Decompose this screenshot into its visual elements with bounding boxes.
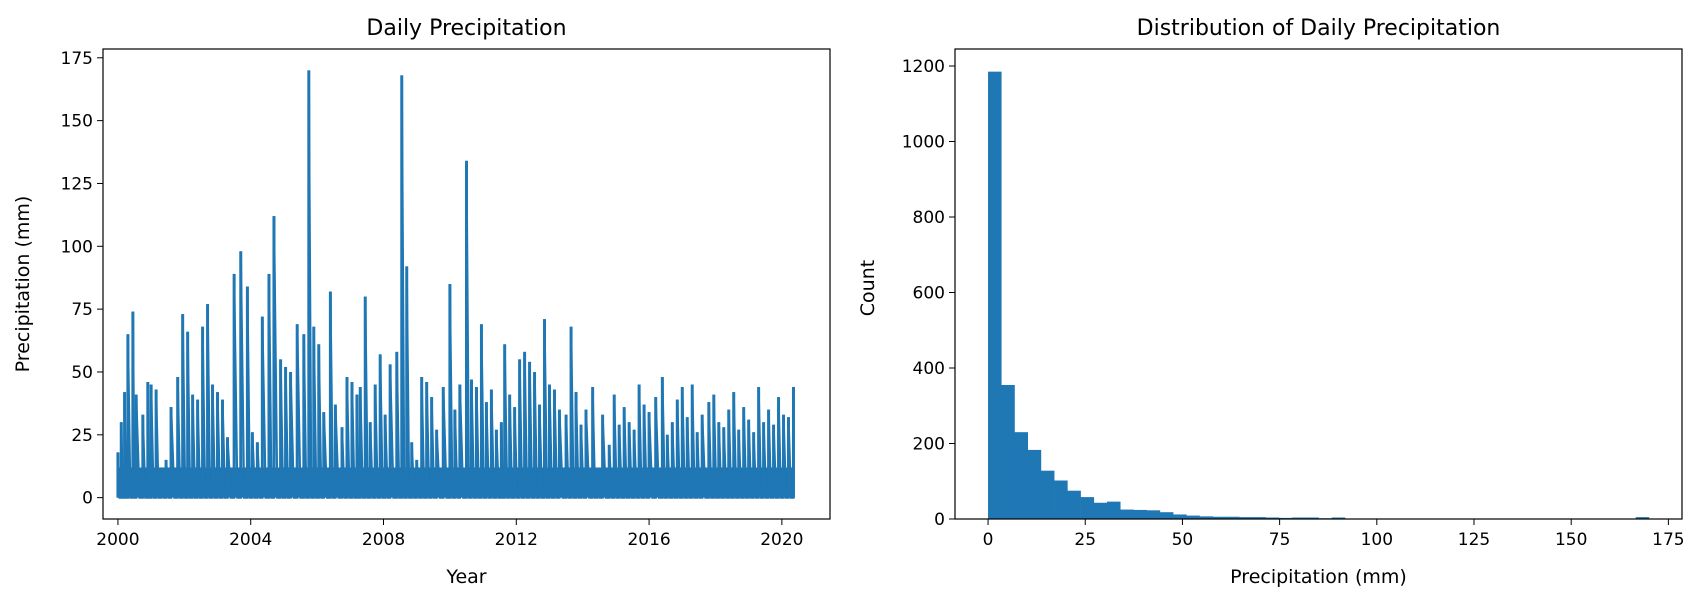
left-x-axis-label: Year xyxy=(445,566,486,588)
histogram-bar xyxy=(1080,497,1095,519)
left-x-ticks: 2000 2004 2008 2012 2016 2020 xyxy=(96,519,803,550)
histogram-bar xyxy=(1173,514,1187,519)
y-tick-label: 800 xyxy=(913,208,945,228)
y-tick-label: 100 xyxy=(61,237,93,257)
histogram-bar xyxy=(1159,512,1174,519)
x-tick-label: 175 xyxy=(1652,530,1684,550)
histogram-bar xyxy=(1120,509,1134,519)
x-tick-label: 2008 xyxy=(362,530,405,550)
x-tick-label: 2012 xyxy=(495,530,538,550)
histogram-bar xyxy=(1133,509,1147,519)
left-y-ticks: 0 25 50 75 100 125 150 175 xyxy=(61,49,103,509)
histogram-bar xyxy=(1186,515,1200,519)
y-tick-label: 175 xyxy=(61,49,93,69)
histogram-bar xyxy=(1225,516,1240,519)
histogram-bar xyxy=(1212,516,1227,519)
histogram-bar xyxy=(1040,470,1055,519)
x-tick-label: 100 xyxy=(1361,530,1393,550)
precipitation-distribution-chart: 0 25 50 75 100 125 150 175 0 200 400 600 800 1000 120… xyxy=(857,16,1685,588)
x-tick-label: 2016 xyxy=(627,530,670,550)
y-tick-label: 25 xyxy=(71,426,93,446)
x-tick-label: 2000 xyxy=(96,530,139,550)
daily-precipitation-plot-area xyxy=(116,70,795,499)
histogram-bar xyxy=(1027,449,1042,519)
x-tick-label: 0 xyxy=(983,530,994,550)
histogram-bar xyxy=(1067,490,1081,519)
histogram-bar xyxy=(1265,517,1280,519)
histogram-bar xyxy=(988,71,1002,519)
right-axes-frame xyxy=(954,48,1683,520)
x-tick-label: 25 xyxy=(1074,530,1096,550)
histogram-bar xyxy=(1054,480,1068,519)
x-tick-label: 50 xyxy=(1172,530,1194,550)
y-tick-label: 600 xyxy=(913,283,945,303)
right-chart-title: Distribution of Daily Precipitation xyxy=(1137,16,1501,41)
right-y-ticks: 0 200 400 600 800 1000 1200 xyxy=(902,57,955,530)
y-tick-label: 75 xyxy=(71,300,93,320)
left-y-axis-label: Precipitation (mm) xyxy=(12,196,34,373)
x-tick-label: 2004 xyxy=(229,530,272,550)
x-tick-label: 150 xyxy=(1555,530,1587,550)
x-tick-label: 2020 xyxy=(760,530,803,550)
histogram-bar xyxy=(1014,432,1028,519)
y-tick-label: 200 xyxy=(913,434,945,454)
histogram-bar xyxy=(1305,517,1319,519)
histogram-bar xyxy=(1001,384,1015,519)
histogram-bar xyxy=(1292,517,1306,519)
x-tick-label: 125 xyxy=(1458,530,1490,550)
y-tick-label: 125 xyxy=(61,174,93,194)
right-x-ticks: 0 25 50 75 100 125 150 175 xyxy=(983,519,1685,550)
histogram-bar xyxy=(1239,517,1253,519)
y-tick-label: 0 xyxy=(934,510,945,530)
y-tick-label: 150 xyxy=(61,112,93,132)
precipitation-histogram-area xyxy=(988,71,1650,519)
histogram-bar xyxy=(1252,517,1266,519)
histogram-bar xyxy=(1093,502,1108,519)
x-tick-label: 75 xyxy=(1269,530,1291,550)
left-axes-frame xyxy=(102,48,831,520)
y-tick-label: 1000 xyxy=(902,132,945,152)
right-x-axis-label: Precipitation (mm) xyxy=(1230,566,1407,588)
left-chart-title: Daily Precipitation xyxy=(366,16,566,41)
y-tick-label: 1200 xyxy=(902,57,945,77)
y-tick-label: 400 xyxy=(913,359,945,379)
right-y-axis-label: Count xyxy=(857,260,879,316)
histogram-bar xyxy=(1199,516,1214,519)
histogram-bar xyxy=(1635,517,1650,519)
y-tick-label: 50 xyxy=(71,363,93,383)
y-tick-label: 0 xyxy=(82,489,93,509)
histogram-bar xyxy=(1331,517,1346,519)
histogram-bar xyxy=(1146,510,1161,519)
histogram-bar xyxy=(1107,501,1121,519)
